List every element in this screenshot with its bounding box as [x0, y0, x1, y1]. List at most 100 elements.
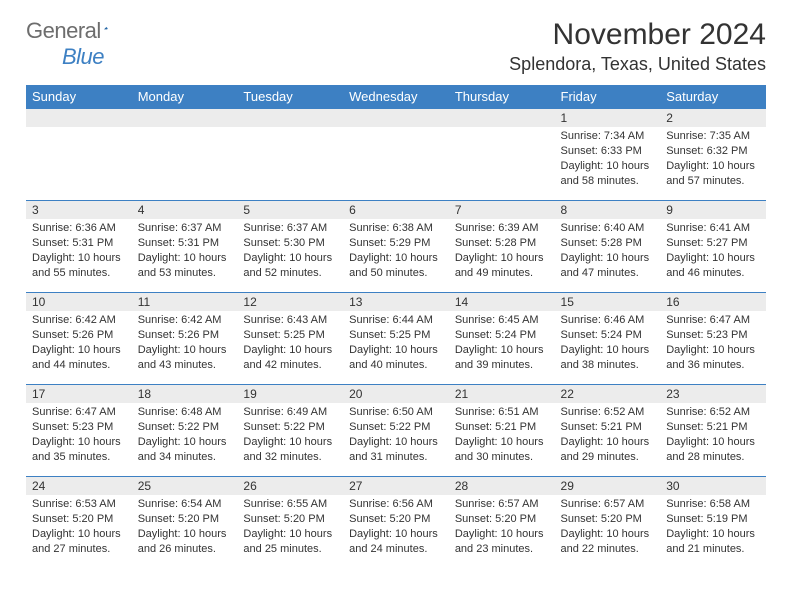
day-number: 24 [26, 477, 132, 495]
day-header: Wednesday [343, 85, 449, 109]
day-details: Sunrise: 6:46 AMSunset: 5:24 PMDaylight:… [555, 311, 661, 376]
day-details: Sunrise: 6:36 AMSunset: 5:31 PMDaylight:… [26, 219, 132, 284]
calendar-cell: 9Sunrise: 6:41 AMSunset: 5:27 PMDaylight… [660, 201, 766, 293]
day-details [449, 127, 555, 133]
day-number: 29 [555, 477, 661, 495]
month-title: November 2024 [509, 18, 766, 52]
day-details: Sunrise: 7:35 AMSunset: 6:32 PMDaylight:… [660, 127, 766, 192]
day-details: Sunrise: 6:49 AMSunset: 5:22 PMDaylight:… [237, 403, 343, 468]
day-details: Sunrise: 6:57 AMSunset: 5:20 PMDaylight:… [449, 495, 555, 560]
day-number: 17 [26, 385, 132, 403]
day-number: 15 [555, 293, 661, 311]
calendar-cell: 22Sunrise: 6:52 AMSunset: 5:21 PMDayligh… [555, 385, 661, 477]
day-number: 14 [449, 293, 555, 311]
calendar-cell: 20Sunrise: 6:50 AMSunset: 5:22 PMDayligh… [343, 385, 449, 477]
day-details: Sunrise: 6:39 AMSunset: 5:28 PMDaylight:… [449, 219, 555, 284]
day-details: Sunrise: 6:38 AMSunset: 5:29 PMDaylight:… [343, 219, 449, 284]
calendar-cell: 12Sunrise: 6:43 AMSunset: 5:25 PMDayligh… [237, 293, 343, 385]
logo-word1: General [26, 18, 101, 44]
calendar-cell: 27Sunrise: 6:56 AMSunset: 5:20 PMDayligh… [343, 477, 449, 569]
calendar-page: General November 2024 Splendora, Texas, … [0, 0, 792, 569]
day-number: 12 [237, 293, 343, 311]
day-number: 6 [343, 201, 449, 219]
day-header: Monday [132, 85, 238, 109]
day-details: Sunrise: 6:52 AMSunset: 5:21 PMDaylight:… [555, 403, 661, 468]
calendar-cell: 19Sunrise: 6:49 AMSunset: 5:22 PMDayligh… [237, 385, 343, 477]
day-number: 3 [26, 201, 132, 219]
day-header: Friday [555, 85, 661, 109]
day-number: 2 [660, 109, 766, 127]
day-details: Sunrise: 6:45 AMSunset: 5:24 PMDaylight:… [449, 311, 555, 376]
day-number: 23 [660, 385, 766, 403]
calendar-cell [237, 109, 343, 201]
day-header: Tuesday [237, 85, 343, 109]
day-number: 1 [555, 109, 661, 127]
day-number: 28 [449, 477, 555, 495]
day-number [343, 109, 449, 127]
day-number [26, 109, 132, 127]
calendar-cell: 29Sunrise: 6:57 AMSunset: 5:20 PMDayligh… [555, 477, 661, 569]
calendar-cell: 24Sunrise: 6:53 AMSunset: 5:20 PMDayligh… [26, 477, 132, 569]
day-number: 10 [26, 293, 132, 311]
day-number: 25 [132, 477, 238, 495]
day-number: 19 [237, 385, 343, 403]
day-number: 30 [660, 477, 766, 495]
day-number: 13 [343, 293, 449, 311]
calendar-cell: 21Sunrise: 6:51 AMSunset: 5:21 PMDayligh… [449, 385, 555, 477]
day-details: Sunrise: 6:40 AMSunset: 5:28 PMDaylight:… [555, 219, 661, 284]
calendar-cell: 7Sunrise: 6:39 AMSunset: 5:28 PMDaylight… [449, 201, 555, 293]
calendar-cell: 6Sunrise: 6:38 AMSunset: 5:29 PMDaylight… [343, 201, 449, 293]
logo-sail-icon [104, 20, 108, 36]
day-details: Sunrise: 6:43 AMSunset: 5:25 PMDaylight:… [237, 311, 343, 376]
calendar-cell: 30Sunrise: 6:58 AMSunset: 5:19 PMDayligh… [660, 477, 766, 569]
logo-word2-wrap: Blue [26, 44, 104, 70]
day-details [237, 127, 343, 133]
calendar-week-row: 17Sunrise: 6:47 AMSunset: 5:23 PMDayligh… [26, 385, 766, 477]
day-details: Sunrise: 6:58 AMSunset: 5:19 PMDaylight:… [660, 495, 766, 560]
day-details: Sunrise: 6:47 AMSunset: 5:23 PMDaylight:… [660, 311, 766, 376]
day-number: 8 [555, 201, 661, 219]
calendar-week-row: 10Sunrise: 6:42 AMSunset: 5:26 PMDayligh… [26, 293, 766, 385]
location: Splendora, Texas, United States [509, 54, 766, 75]
day-details [132, 127, 238, 133]
day-details: Sunrise: 6:53 AMSunset: 5:20 PMDaylight:… [26, 495, 132, 560]
calendar-cell: 26Sunrise: 6:55 AMSunset: 5:20 PMDayligh… [237, 477, 343, 569]
calendar-cell [449, 109, 555, 201]
day-number: 16 [660, 293, 766, 311]
day-details: Sunrise: 6:42 AMSunset: 5:26 PMDaylight:… [26, 311, 132, 376]
day-details: Sunrise: 7:34 AMSunset: 6:33 PMDaylight:… [555, 127, 661, 192]
header: General November 2024 Splendora, Texas, … [26, 18, 766, 75]
calendar-cell [343, 109, 449, 201]
calendar-body: 1Sunrise: 7:34 AMSunset: 6:33 PMDaylight… [26, 109, 766, 569]
calendar-cell: 23Sunrise: 6:52 AMSunset: 5:21 PMDayligh… [660, 385, 766, 477]
calendar-cell: 15Sunrise: 6:46 AMSunset: 5:24 PMDayligh… [555, 293, 661, 385]
day-details: Sunrise: 6:52 AMSunset: 5:21 PMDaylight:… [660, 403, 766, 468]
day-details: Sunrise: 6:48 AMSunset: 5:22 PMDaylight:… [132, 403, 238, 468]
day-number: 5 [237, 201, 343, 219]
calendar-week-row: 3Sunrise: 6:36 AMSunset: 5:31 PMDaylight… [26, 201, 766, 293]
day-number: 20 [343, 385, 449, 403]
calendar-cell: 1Sunrise: 7:34 AMSunset: 6:33 PMDaylight… [555, 109, 661, 201]
logo-word2: Blue [62, 44, 104, 69]
calendar-cell: 18Sunrise: 6:48 AMSunset: 5:22 PMDayligh… [132, 385, 238, 477]
calendar-cell: 10Sunrise: 6:42 AMSunset: 5:26 PMDayligh… [26, 293, 132, 385]
day-number [449, 109, 555, 127]
calendar-cell: 28Sunrise: 6:57 AMSunset: 5:20 PMDayligh… [449, 477, 555, 569]
day-details: Sunrise: 6:44 AMSunset: 5:25 PMDaylight:… [343, 311, 449, 376]
day-details: Sunrise: 6:37 AMSunset: 5:31 PMDaylight:… [132, 219, 238, 284]
day-number: 21 [449, 385, 555, 403]
calendar-cell: 2Sunrise: 7:35 AMSunset: 6:32 PMDaylight… [660, 109, 766, 201]
day-details: Sunrise: 6:41 AMSunset: 5:27 PMDaylight:… [660, 219, 766, 284]
day-details: Sunrise: 6:42 AMSunset: 5:26 PMDaylight:… [132, 311, 238, 376]
day-number: 27 [343, 477, 449, 495]
day-details: Sunrise: 6:51 AMSunset: 5:21 PMDaylight:… [449, 403, 555, 468]
day-number: 4 [132, 201, 238, 219]
calendar-cell: 25Sunrise: 6:54 AMSunset: 5:20 PMDayligh… [132, 477, 238, 569]
calendar-cell: 14Sunrise: 6:45 AMSunset: 5:24 PMDayligh… [449, 293, 555, 385]
day-number: 22 [555, 385, 661, 403]
calendar-cell: 3Sunrise: 6:36 AMSunset: 5:31 PMDaylight… [26, 201, 132, 293]
day-number: 7 [449, 201, 555, 219]
calendar-cell: 4Sunrise: 6:37 AMSunset: 5:31 PMDaylight… [132, 201, 238, 293]
day-details [26, 127, 132, 133]
day-header: Sunday [26, 85, 132, 109]
